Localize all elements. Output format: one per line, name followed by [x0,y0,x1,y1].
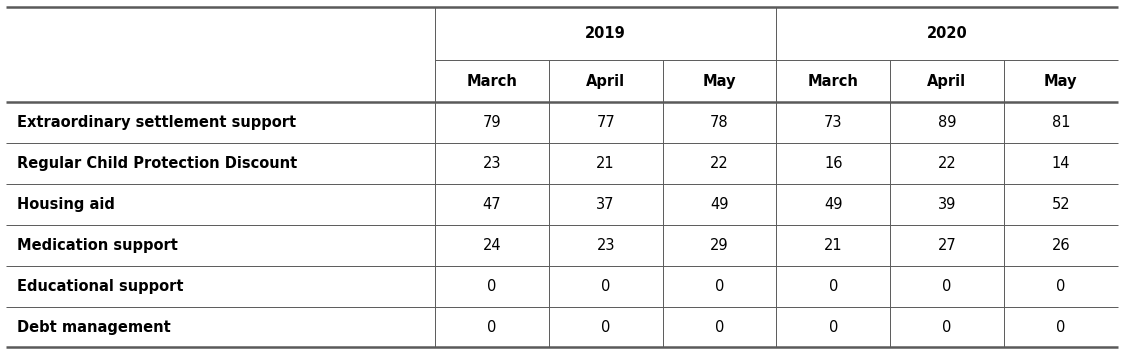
Text: 29: 29 [710,238,729,253]
Text: 39: 39 [938,197,956,212]
Text: 49: 49 [711,197,729,212]
Text: 73: 73 [824,115,843,130]
Text: 23: 23 [596,238,615,253]
Text: March: March [808,74,859,88]
Text: 52: 52 [1051,197,1071,212]
Text: Medication support: Medication support [17,238,178,253]
Text: 49: 49 [824,197,843,212]
Text: Debt management: Debt management [17,319,170,335]
Text: 24: 24 [483,238,501,253]
Text: 22: 22 [937,156,956,171]
Text: 0: 0 [828,319,837,335]
Text: Housing aid: Housing aid [17,197,114,212]
Text: 21: 21 [596,156,615,171]
Text: 0: 0 [488,279,497,294]
Text: 27: 27 [937,238,956,253]
Text: Extraordinary settlement support: Extraordinary settlement support [17,115,296,130]
Text: 77: 77 [596,115,615,130]
Text: 79: 79 [483,115,501,130]
Text: 78: 78 [710,115,729,130]
Text: 0: 0 [601,319,610,335]
Text: 0: 0 [601,279,610,294]
Text: April: April [927,74,966,88]
Text: 26: 26 [1051,238,1071,253]
Text: 0: 0 [1056,279,1065,294]
Text: 21: 21 [824,238,843,253]
Text: Educational support: Educational support [17,279,184,294]
Text: 14: 14 [1051,156,1071,171]
Text: 2020: 2020 [927,26,967,41]
Text: 0: 0 [488,319,497,335]
Text: 81: 81 [1051,115,1071,130]
Text: 0: 0 [828,279,837,294]
Text: 22: 22 [710,156,729,171]
Text: 0: 0 [715,319,724,335]
Text: Regular Child Protection Discount: Regular Child Protection Discount [17,156,297,171]
Text: 0: 0 [943,319,952,335]
Text: April: April [586,74,626,88]
Text: 89: 89 [938,115,956,130]
Text: 0: 0 [943,279,952,294]
Text: 0: 0 [1056,319,1065,335]
Text: 0: 0 [715,279,724,294]
Text: March: March [466,74,518,88]
Text: May: May [1044,74,1077,88]
Text: 16: 16 [824,156,843,171]
Text: 2019: 2019 [585,26,626,41]
Text: May: May [703,74,736,88]
Text: 23: 23 [483,156,501,171]
Text: 37: 37 [596,197,615,212]
Text: 47: 47 [483,197,501,212]
